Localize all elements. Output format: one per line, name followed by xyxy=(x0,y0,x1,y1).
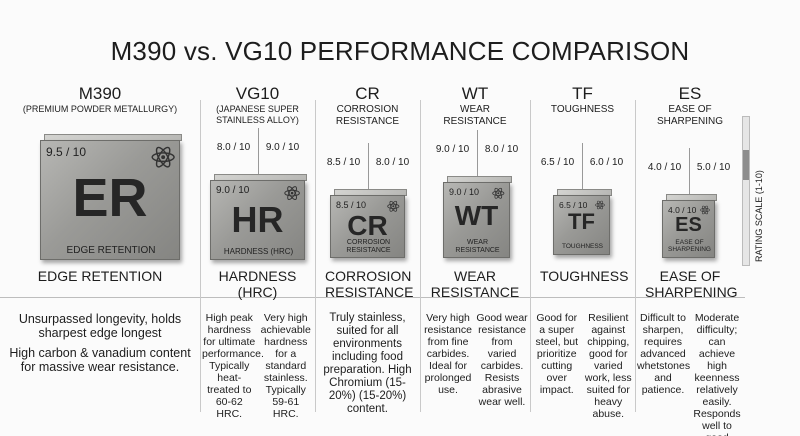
cube-label: HARDNESS (HRC) xyxy=(223,246,294,256)
rating-value: 8.5 / 10 xyxy=(326,157,361,168)
cube-rating: 8.5 / 10 xyxy=(336,200,367,210)
column-header: ES xyxy=(678,84,702,103)
cube-rating: 9.0 / 10 xyxy=(216,185,250,196)
property-label: WEAR RESISTANCE xyxy=(430,268,520,300)
property-label: TOUGHNESS xyxy=(540,268,629,284)
cube-rating: 9.0 / 10 xyxy=(449,187,480,197)
column-divider xyxy=(420,100,421,412)
element-cube: 9.0 / 10 HR HARDNESS (HRC) xyxy=(210,180,305,260)
description: Very high achievable hardness for a stan… xyxy=(260,312,311,420)
cube-label: EASE OF SHARPENING xyxy=(668,239,711,254)
rating-value: 4.0 / 10 xyxy=(647,162,682,173)
column-divider xyxy=(635,100,636,412)
cube-symbol: WT xyxy=(454,199,499,231)
column-divider xyxy=(200,100,201,412)
cube-symbol: ER xyxy=(72,168,148,229)
description: Unsurpassed longevity, holds sharpest ed… xyxy=(18,312,182,340)
cube-label: CORROSION RESISTANCE xyxy=(346,239,391,254)
element-cube: 9.0 / 10 WT WEAR RESISTANCE xyxy=(443,182,510,258)
column-subtitle: CORROSION RESISTANCE xyxy=(335,104,400,127)
column-subtitle: TOUGHNESS xyxy=(550,104,615,115)
rating-value: 8.0 / 10 xyxy=(375,157,410,168)
description: Resilient against chipping, good for var… xyxy=(584,312,632,420)
rating-value: 9.0 / 10 xyxy=(435,144,470,155)
rating-value: 9.0 / 10 xyxy=(265,142,300,153)
rating-divider xyxy=(688,148,690,196)
atom-icon xyxy=(595,200,605,210)
cube-rating: 4.0 / 10 xyxy=(668,205,697,215)
atom-icon xyxy=(387,200,400,212)
cube-symbol: ES xyxy=(675,213,702,236)
column-header: VG10 xyxy=(235,84,280,103)
description: High carbon & vanadium content for massi… xyxy=(9,346,191,374)
atom-icon xyxy=(151,146,175,168)
rating-value: 6.5 / 10 xyxy=(540,157,575,168)
rating-value: 8.0 / 10 xyxy=(484,144,519,155)
description: High peak hardness for ultimate performa… xyxy=(202,312,264,420)
column-header: WT xyxy=(461,84,489,103)
element-cube: 4.0 / 10 ES EASE OF SHARPENING xyxy=(662,200,715,258)
column-subtitle: EASE OF SHARPENING xyxy=(656,104,724,127)
column-header: M390 xyxy=(78,84,122,103)
element-cube: 8.5 / 10 CR CORROSION RESISTANCE xyxy=(330,195,405,258)
description: Very high resistance from fine carbides.… xyxy=(424,312,472,396)
cube-rating: 6.5 / 10 xyxy=(559,200,588,210)
element-cube: 6.5 / 10 TF TOUGHNESS xyxy=(553,195,610,255)
atom-icon xyxy=(284,186,300,201)
column-header: TF xyxy=(572,84,593,103)
cube-symbol: CR xyxy=(347,209,388,241)
atom-icon xyxy=(492,187,505,199)
rating-scale-bar xyxy=(742,116,750,266)
rating-scale-label: RATING SCALE (1-10) xyxy=(754,170,764,262)
property-label: EDGE RETENTION xyxy=(37,268,163,284)
rating-scale-mark xyxy=(743,150,749,180)
property-label: EASE OF SHARPENING xyxy=(645,268,738,300)
description: Difficult to sharpen, requires advanced … xyxy=(637,312,691,396)
column-header: CR xyxy=(355,84,380,103)
cube-label: EDGE RETENTION xyxy=(66,244,156,256)
cube-symbol: TF xyxy=(568,209,595,235)
cube-label: WEAR RESISTANCE xyxy=(455,239,500,254)
column-subtitle: (JAPANESE SUPER STAINLESS ALLOY) xyxy=(216,104,299,125)
column-subtitle: (PREMIUM POWDER METALLURGY) xyxy=(22,104,178,114)
rating-divider xyxy=(257,128,259,176)
rating-value: 8.0 / 10 xyxy=(216,142,251,153)
rating-value: 6.0 / 10 xyxy=(589,157,624,168)
column-subtitle: WEAR RESISTANCE xyxy=(443,104,507,127)
atom-icon xyxy=(700,205,710,215)
property-label: CORROSION RESISTANCE xyxy=(325,268,414,300)
rating-value: 5.0 / 10 xyxy=(696,162,731,173)
description: Truly stainless, suited for all environm… xyxy=(323,312,412,415)
cube-label: TOUGHNESS xyxy=(561,243,604,251)
rating-divider xyxy=(367,143,369,191)
description: Moderate difficulty; can achieve high ke… xyxy=(693,312,741,436)
cube-rating: 9.5 / 10 xyxy=(46,145,87,159)
title: M390 vs. VG10 PERFORMANCE COMPARISON xyxy=(110,36,690,66)
rating-divider xyxy=(581,143,583,191)
element-cube: 9.5 / 10 ER EDGE RETENTION xyxy=(40,140,180,260)
description: Good wear resistance from varied carbide… xyxy=(476,312,528,408)
description: Good for a super steel, but prioritize c… xyxy=(535,312,579,396)
cube-symbol: HR xyxy=(231,198,284,240)
column-divider xyxy=(530,100,531,412)
property-label: HARDNESS (HRC) xyxy=(218,268,297,300)
rating-divider xyxy=(476,130,478,178)
divider xyxy=(0,297,745,298)
column-divider xyxy=(315,100,316,412)
